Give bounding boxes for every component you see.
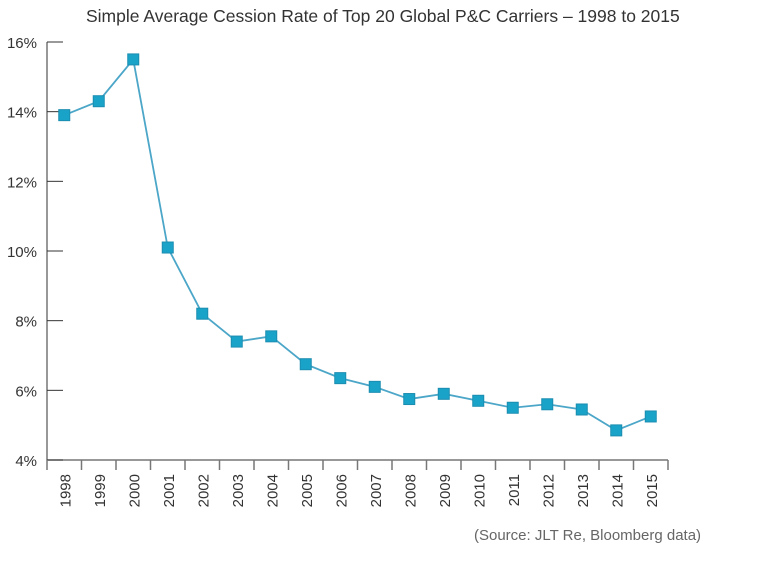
y-tick-label: 8% — [15, 314, 37, 331]
x-tick-label: 1999 — [92, 474, 109, 507]
x-tick-label: 2007 — [368, 474, 385, 507]
x-tick-label: 2010 — [471, 474, 488, 507]
x-tick-label: 2013 — [575, 474, 592, 507]
source-annotation: (Source: JLT Re, Bloomberg data) — [474, 527, 702, 544]
x-tick-label: 2015 — [644, 474, 661, 507]
series-line — [63, 57, 652, 432]
data-point-marker — [127, 53, 140, 66]
data-point-marker — [265, 330, 278, 343]
y-tick-label: 14% — [7, 105, 37, 122]
x-tick-label: 2014 — [609, 474, 626, 507]
x-tick-label: 2000 — [126, 474, 143, 507]
data-point-marker — [161, 241, 174, 254]
data-point-marker — [58, 109, 71, 122]
data-point-marker — [196, 307, 209, 320]
data-point-marker — [403, 393, 416, 406]
y-tick-label: 10% — [7, 244, 37, 261]
data-point-marker — [541, 398, 554, 411]
data-point-marker — [610, 424, 623, 437]
data-point-marker — [437, 387, 450, 400]
y-tick-label: 6% — [15, 383, 37, 400]
x-tick-label: 2004 — [264, 474, 281, 507]
x-tick-label: 2009 — [437, 474, 454, 507]
x-tick-label: 2012 — [540, 474, 557, 507]
x-tick-label: 2011 — [506, 474, 523, 506]
x-tick-label: 2006 — [333, 474, 350, 507]
chart-title: Simple Average Cession Rate of Top 20 Gl… — [86, 6, 680, 26]
data-point-marker — [299, 358, 312, 371]
x-tick-label: 1998 — [57, 474, 74, 507]
x-tick-label: 2001 — [161, 474, 178, 507]
y-tick-label: 4% — [15, 453, 37, 470]
data-point-marker — [644, 410, 657, 423]
data-point-marker — [506, 401, 519, 414]
y-tick-label: 16% — [7, 35, 37, 52]
data-point-marker — [334, 372, 347, 385]
x-tick-label: 2002 — [195, 474, 212, 507]
x-tick-label: 2008 — [402, 474, 419, 507]
y-tick-label: 12% — [7, 174, 37, 191]
x-tick-label: 2003 — [230, 474, 247, 507]
x-tick-label: 2005 — [299, 474, 316, 507]
data-point-marker — [230, 335, 243, 348]
data-point-marker — [575, 403, 588, 416]
data-point-marker — [368, 380, 381, 393]
data-point-marker — [472, 394, 485, 407]
data-point-marker — [92, 95, 105, 108]
